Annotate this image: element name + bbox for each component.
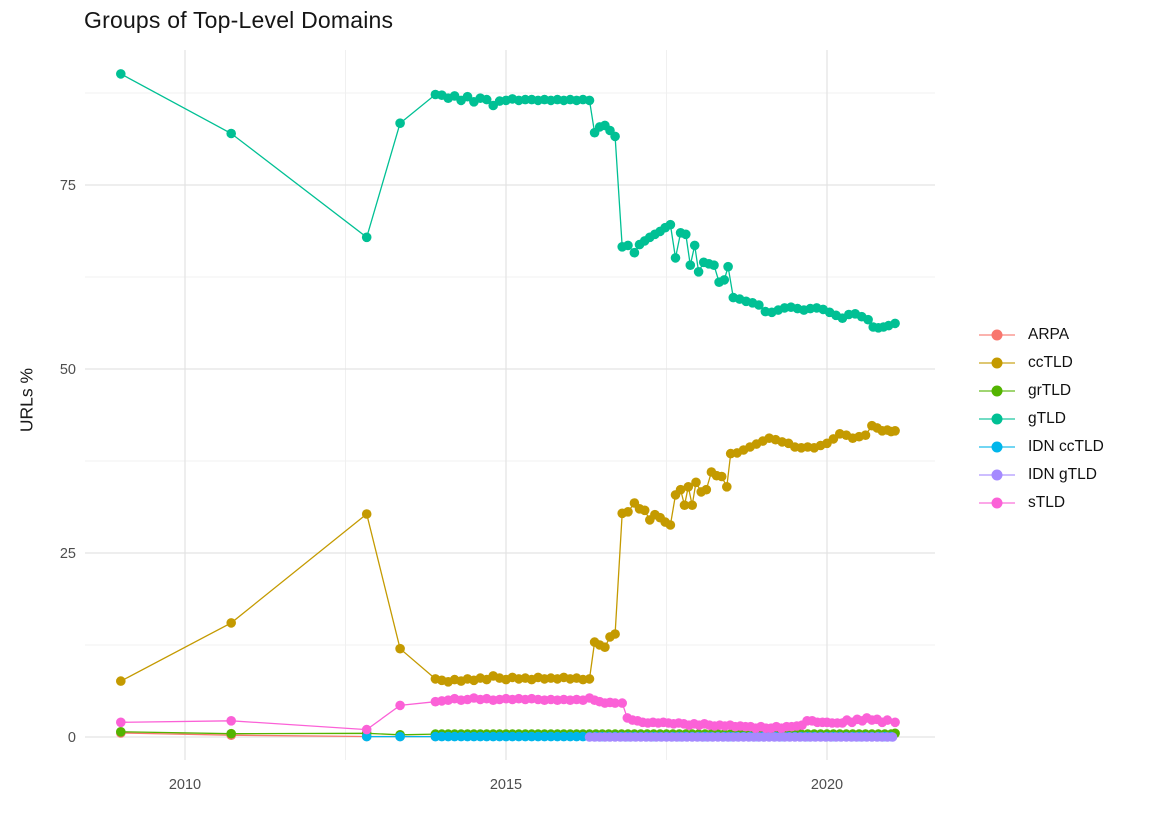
data-point <box>887 732 898 742</box>
data-point <box>754 300 764 310</box>
data-point <box>679 500 690 511</box>
legend-key-icon <box>979 497 1015 509</box>
data-point <box>693 267 704 277</box>
data-point <box>361 731 372 742</box>
series-line-gtld <box>120 73 896 329</box>
data-point <box>226 716 236 726</box>
data-point <box>719 275 730 285</box>
data-point <box>395 731 405 742</box>
series-idn-gtld <box>584 732 898 742</box>
data-point <box>670 253 681 263</box>
data-point <box>687 500 697 511</box>
data-point <box>639 505 650 516</box>
data-point <box>116 727 126 737</box>
legend-item-gtld: gTLD <box>977 405 1104 433</box>
series-stld <box>116 693 900 735</box>
legend-item-idn-gtld: IDN gTLD <box>977 461 1104 489</box>
data-point <box>860 430 871 441</box>
data-point <box>610 629 620 639</box>
data-point <box>610 131 620 142</box>
data-point <box>226 728 236 739</box>
series-line-cctld <box>120 424 896 683</box>
data-point <box>226 128 236 139</box>
data-point <box>116 676 126 686</box>
data-point <box>617 698 627 708</box>
data-point <box>691 477 701 488</box>
data-point <box>226 618 236 628</box>
data-point <box>116 717 126 728</box>
data-point <box>890 717 900 728</box>
data-point <box>701 484 712 495</box>
legend-label: sTLD <box>1028 494 1066 511</box>
data-point <box>481 94 492 105</box>
axis-tick-labels: 0 25 50 75 2010 2015 2020 <box>60 178 843 793</box>
x-tick-label: 2010 <box>169 777 201 793</box>
y-tick-label: 50 <box>60 362 76 378</box>
data-point <box>675 484 686 495</box>
data-point <box>361 509 372 519</box>
legend-key-icon <box>979 385 1015 397</box>
data-point <box>623 240 633 251</box>
x-tick-label: 2015 <box>490 777 522 793</box>
legend-label: IDN ccTLD <box>1028 438 1104 455</box>
data-point <box>709 260 719 271</box>
data-point <box>890 318 900 329</box>
legend-item-arpa: ARPA <box>977 321 1104 349</box>
legend-key-icon <box>979 413 1015 425</box>
y-tick-label: 0 <box>68 730 76 746</box>
data-point <box>395 700 405 711</box>
legend-key-icon <box>979 329 1015 341</box>
data-point <box>395 118 405 128</box>
data-point <box>722 482 732 492</box>
x-tick-label: 2020 <box>811 777 843 793</box>
chart-title: Groups of Top-Level Domains <box>84 7 394 33</box>
data-point <box>689 240 700 251</box>
data-point <box>683 482 694 492</box>
data-point <box>665 520 676 530</box>
legend-item-stld: sTLD <box>977 489 1104 517</box>
legend-item-cctld: ccTLD <box>977 349 1104 377</box>
legend-label: ccTLD <box>1028 354 1073 371</box>
legend-label: gTLD <box>1028 410 1066 427</box>
data-point <box>584 674 595 684</box>
data-point <box>685 260 696 271</box>
legend-key-icon <box>979 357 1015 369</box>
y-tick-label: 75 <box>60 178 76 194</box>
y-tick-label: 25 <box>60 546 76 562</box>
data-point <box>716 471 727 482</box>
data-point <box>610 698 620 708</box>
data-point <box>863 314 873 325</box>
series-gtld <box>116 69 900 333</box>
legend-label: ARPA <box>1028 326 1070 343</box>
data-point <box>395 643 405 654</box>
data-point <box>828 434 839 444</box>
legend-key-icon <box>979 469 1015 481</box>
legend-item-grtld: grTLD <box>977 377 1104 405</box>
data-point <box>623 507 633 517</box>
legend-label: IDN gTLD <box>1028 466 1097 483</box>
data-point <box>723 261 733 272</box>
legend: ARPA ccTLD grTLD gTLD IDN ccTLD IDN gTLD sTLD <box>977 321 1104 517</box>
grid-minor <box>85 50 935 760</box>
series-cctld <box>116 420 900 687</box>
data-point <box>361 724 372 735</box>
data-point <box>882 715 893 725</box>
legend-key-icon <box>979 441 1015 453</box>
data-point <box>600 642 610 652</box>
data-point <box>890 426 900 436</box>
data-point <box>584 95 595 106</box>
grid-major <box>85 50 935 760</box>
data-point <box>361 232 372 243</box>
data-point <box>629 247 640 258</box>
data-point <box>665 219 676 230</box>
legend-item-idn-cctld: IDN ccTLD <box>977 433 1104 461</box>
data-point <box>462 91 473 102</box>
data-point <box>681 229 691 240</box>
legend-label: grTLD <box>1028 382 1072 399</box>
data-point <box>116 69 126 79</box>
